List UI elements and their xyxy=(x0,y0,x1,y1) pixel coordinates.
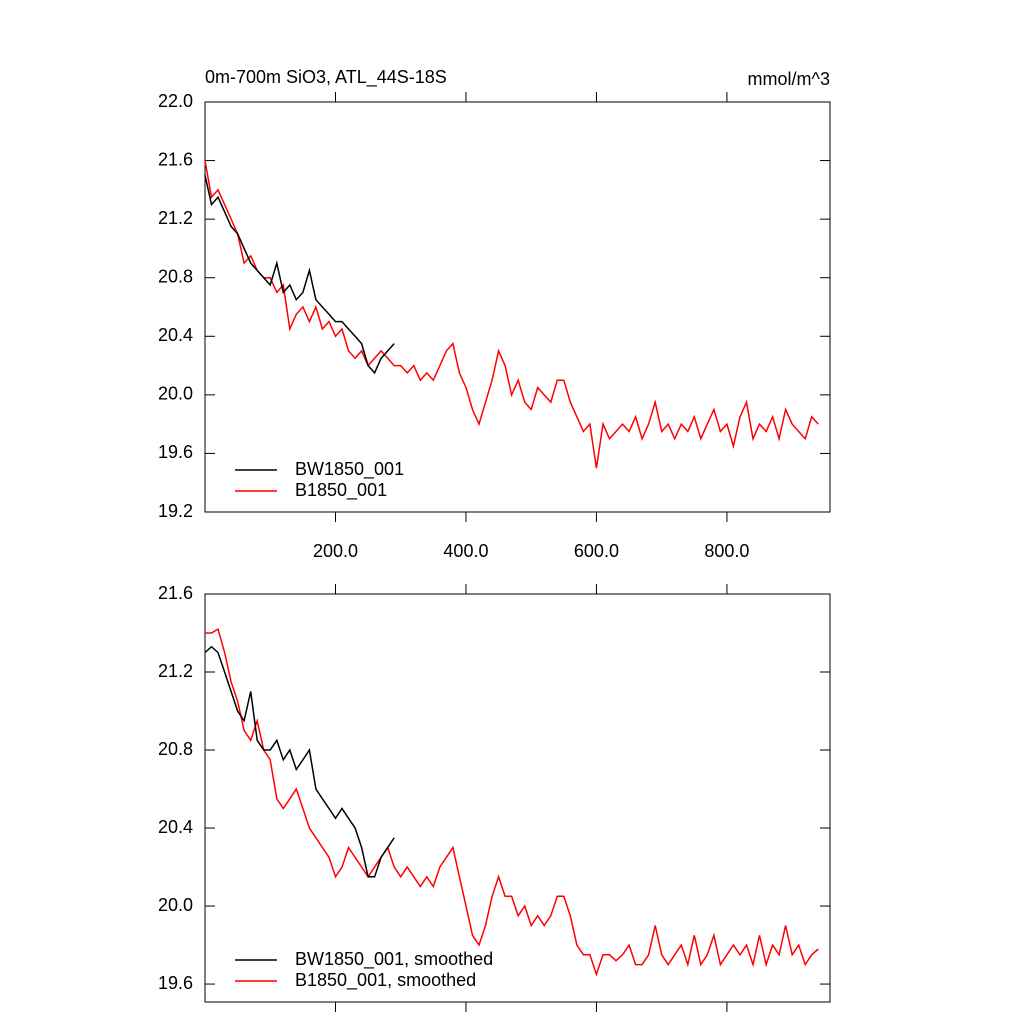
y-tick-label: 19.6 xyxy=(158,973,193,993)
legend-label: BW1850_001 xyxy=(295,459,404,480)
x-tick-label: 800.0 xyxy=(704,541,749,561)
x-tick-label: 200.0 xyxy=(313,541,358,561)
y-tick-label: 20.8 xyxy=(158,266,193,286)
y-tick-label: 19.2 xyxy=(158,501,193,521)
y-tick-label: 22.0 xyxy=(158,91,193,111)
plot-frame xyxy=(204,593,831,1003)
units-label: mmol/m^3 xyxy=(748,69,830,89)
legend-label: B1850_001 xyxy=(295,480,387,501)
y-tick-label: 21.6 xyxy=(158,149,193,169)
y-tick-label: 21.6 xyxy=(158,583,193,603)
y-tick-label: 20.8 xyxy=(158,739,193,759)
plot-frame xyxy=(204,101,831,513)
series-line xyxy=(204,175,395,375)
legend-label: B1850_001, smoothed xyxy=(295,970,476,991)
series-line xyxy=(204,160,819,469)
x-tick-label: 400.0 xyxy=(443,541,488,561)
y-tick-label: 20.4 xyxy=(158,325,193,345)
legend-label: BW1850_001, smoothed xyxy=(295,949,493,970)
y-tick-label: 20.0 xyxy=(158,895,193,915)
x-tick-label: 600.0 xyxy=(574,541,619,561)
series-line xyxy=(204,645,395,878)
chart-title: 0m-700m SiO3, ATL_44S-18S xyxy=(205,67,447,88)
y-tick-label: 21.2 xyxy=(158,661,193,681)
y-tick-label: 21.2 xyxy=(158,208,193,228)
y-tick-label: 20.0 xyxy=(158,384,193,404)
series-line xyxy=(205,627,819,977)
y-tick-label: 20.4 xyxy=(158,817,193,837)
y-tick-label: 19.6 xyxy=(158,442,193,462)
